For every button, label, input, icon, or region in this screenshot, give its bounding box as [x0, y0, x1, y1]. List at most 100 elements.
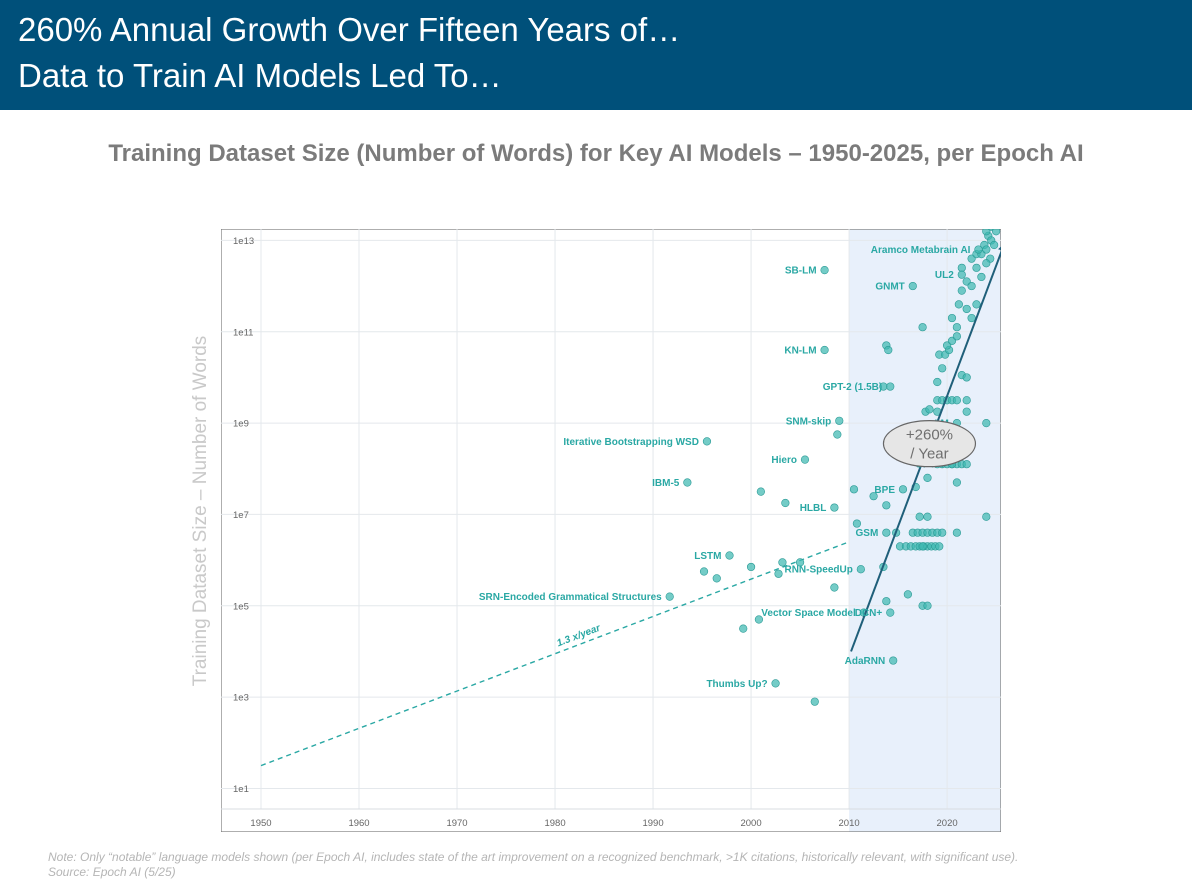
data-point	[990, 240, 999, 250]
data-point	[923, 473, 932, 482]
data-point	[962, 304, 971, 314]
data-point	[962, 396, 971, 405]
y-tick-label: 1e9	[233, 419, 249, 430]
data-point	[962, 373, 971, 382]
data-point	[972, 263, 981, 272]
data-point-label: KN-LM	[784, 346, 816, 357]
data-point-label: HLBL	[800, 503, 827, 514]
data-point	[886, 608, 895, 617]
data-point	[982, 418, 991, 428]
data-point	[833, 430, 842, 439]
data-point	[947, 313, 957, 323]
data-point	[774, 569, 783, 578]
data-point	[982, 259, 991, 268]
footnote-source: Source: Epoch AI (5/25)	[48, 865, 176, 879]
y-tick-label: 1e11	[233, 327, 253, 338]
chart-title: Training Dataset Size (Number of Words) …	[108, 140, 1084, 167]
trend-line-dashed	[260, 541, 850, 767]
data-point-label: IBM-5	[652, 478, 680, 489]
scatter-chart: 1950 1960 1970 1980 1990 2000 2010 2020 1e1 1e3 1e…	[221, 229, 1001, 832]
footnote: Note: Only “notable” language models sho…	[48, 850, 1018, 880]
data-point	[756, 487, 765, 496]
data-point	[800, 455, 810, 464]
data-point	[712, 574, 721, 583]
data-point	[665, 592, 674, 601]
x-tick-label: 1990	[642, 818, 663, 829]
data-point	[889, 656, 898, 665]
data-point	[918, 323, 927, 332]
data-point	[746, 562, 756, 572]
data-point	[923, 601, 932, 610]
data-point	[933, 377, 942, 387]
x-tick-label: 1970	[446, 818, 467, 829]
data-point	[952, 332, 961, 341]
growth-rate-callout-text: +260%	[906, 427, 953, 444]
data-point	[702, 437, 712, 446]
data-point-label: GNMT	[875, 282, 904, 293]
header-title-line-2: Data to Train AI Models Led To…	[18, 57, 502, 94]
data-point-label: SRN-Encoded Grammatical Structures	[479, 592, 662, 603]
data-point	[992, 229, 1001, 236]
data-point	[982, 229, 991, 236]
footnote-note: Note: Only “notable” language models sho…	[48, 850, 1019, 864]
data-point	[925, 405, 934, 414]
data-point	[781, 498, 790, 508]
x-tick-label: 1950	[250, 818, 271, 829]
data-point	[967, 313, 976, 323]
data-point	[869, 492, 878, 501]
data-point	[974, 245, 983, 254]
data-point	[918, 542, 927, 551]
data-point	[903, 590, 912, 599]
x-tick-label: 2020	[937, 818, 958, 829]
data-point	[957, 286, 966, 295]
data-point	[882, 528, 891, 537]
x-tick-label: 2000	[740, 818, 761, 829]
data-point	[962, 460, 971, 469]
data-point	[954, 300, 963, 309]
data-point-label: Thumbs Up?	[706, 679, 767, 690]
data-point-label: UL2	[935, 270, 954, 281]
data-point	[754, 615, 764, 624]
data-point	[882, 501, 891, 510]
data-point	[938, 364, 947, 373]
data-point	[856, 565, 865, 574]
data-point	[778, 558, 787, 567]
y-tick-label: 1e1	[233, 784, 249, 795]
header-banner: 260% Annual Growth Over Fifteen Years of…	[0, 0, 1192, 110]
data-point-label: SB-LM	[785, 266, 817, 277]
data-point	[982, 245, 991, 254]
data-point	[972, 300, 981, 309]
data-point	[952, 528, 961, 537]
data-point	[908, 281, 917, 291]
data-point-label: DCN+	[855, 608, 883, 619]
data-point	[820, 266, 829, 275]
data-point-label: AdaRNN	[845, 656, 886, 667]
data-point	[699, 567, 709, 576]
data-point	[957, 270, 966, 279]
data-point	[967, 281, 976, 291]
data-point	[725, 551, 734, 560]
y-tick-label: 1e7	[233, 510, 249, 521]
data-point	[898, 485, 908, 494]
data-point	[810, 697, 819, 706]
data-point	[915, 512, 924, 521]
data-point	[886, 382, 895, 391]
y-axis-label: Training Dataset Size – Number of Words	[190, 335, 211, 687]
y-tick-label: 1e13	[233, 236, 254, 247]
data-point	[884, 345, 893, 355]
data-point	[935, 542, 944, 551]
data-point	[830, 583, 839, 592]
x-tick-label: 1980	[544, 818, 565, 829]
data-point	[683, 478, 692, 487]
header-title-line-1: 260% Annual Growth Over Fifteen Years of…	[18, 11, 681, 48]
data-point-label: Hiero	[771, 455, 797, 466]
data-point-label: LSTM	[694, 551, 721, 562]
data-point	[739, 624, 748, 633]
data-point	[952, 396, 961, 405]
x-tick-label: 2010	[839, 818, 860, 829]
y-tick-label: 1e3	[233, 693, 249, 704]
data-point-label: Vector Space Model	[761, 608, 856, 619]
data-point	[852, 519, 862, 528]
data-point	[795, 558, 805, 567]
data-point	[820, 345, 829, 355]
